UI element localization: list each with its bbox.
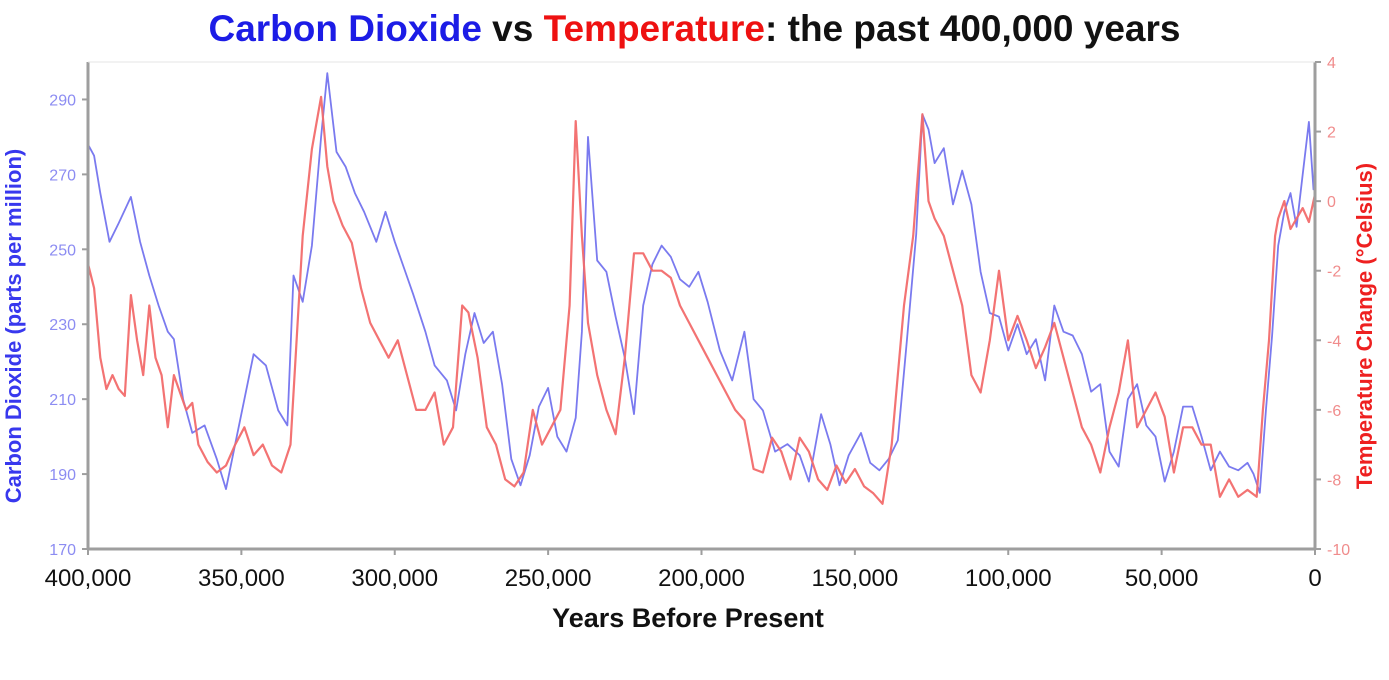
temperature-series-line [86, 95, 1317, 505]
axes-layer: 170 190 210 230 250 270 290 -10 -8 -6 -4 -2 0 2 4 400,0… [45, 55, 1351, 592]
y-right-tick-label: -8 [1327, 472, 1341, 489]
y-right-tick-label: 4 [1327, 55, 1336, 72]
y-left-tick-label: 270 [49, 167, 76, 184]
x-tick-label: 250,000 [505, 565, 592, 592]
x-tick-label: 0 [1308, 565, 1321, 592]
y-left-tick-label: 290 [49, 92, 76, 109]
y-left-tick-label: 210 [49, 392, 76, 409]
y-right-tick-label: -6 [1327, 403, 1341, 420]
chart-title-co2: Carbon Dioxide [208, 8, 482, 49]
chart-title: Carbon Dioxide vs Temperature: the past … [0, 8, 1389, 50]
x-tick-label: 200,000 [658, 565, 745, 592]
chart-title-temperature: Temperature [543, 8, 766, 49]
x-axis-title: Years Before Present [552, 603, 824, 633]
chart-title-vs: vs [481, 8, 544, 49]
x-tick-label: 400,000 [45, 565, 132, 592]
y-right-tick-label: 2 [1327, 125, 1336, 142]
chart-title-rest: : the past 400,000 years [765, 8, 1181, 49]
co2-series-line [87, 72, 1315, 494]
x-tick-label: 50,000 [1125, 565, 1198, 592]
y-right-tick-label: -10 [1327, 542, 1350, 559]
y-left-tick-label: 190 [49, 467, 76, 484]
y-axis-left-title: Carbon Dioxide (parts per million) [1, 149, 26, 503]
series-layer [86, 72, 1317, 505]
x-tick-label: 350,000 [198, 565, 285, 592]
y-axis-right-title: Temperature Change (°Celsius) [1352, 163, 1377, 489]
x-tick-label: 150,000 [811, 565, 898, 592]
y-left-tick-label: 230 [49, 317, 76, 334]
y-left-tick-label: 250 [49, 242, 76, 259]
x-tick-label: 300,000 [351, 565, 438, 592]
x-tick-label: 100,000 [965, 565, 1052, 592]
y-right-tick-label: -2 [1327, 264, 1341, 281]
y-right-tick-label: 0 [1327, 194, 1336, 211]
y-right-tick-label: -4 [1327, 333, 1341, 350]
y-left-tick-label: 170 [49, 542, 76, 559]
